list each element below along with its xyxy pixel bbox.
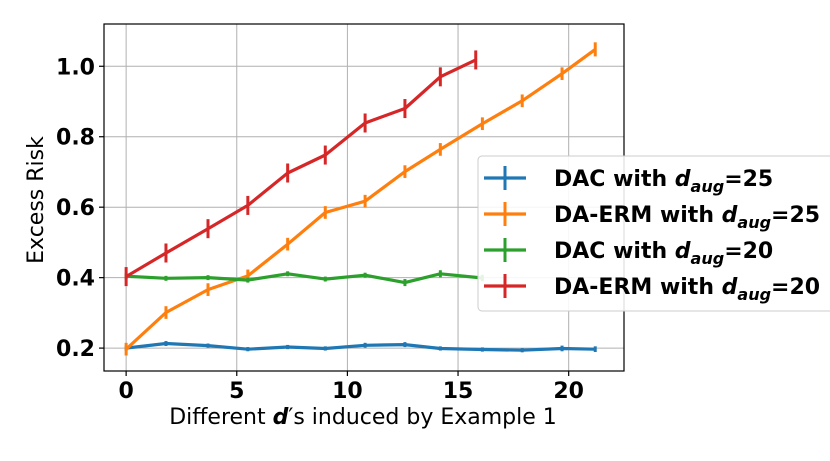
- x-axis-label-var: d: [273, 405, 289, 430]
- legend-box: [477, 155, 830, 312]
- y-tick-label: 0.8: [56, 126, 95, 151]
- legend-label: DA-ERM with daug=25: [554, 203, 820, 232]
- legend-label-var: d: [722, 275, 738, 300]
- y-tick-label: 0.4: [56, 267, 95, 292]
- legend-label-var: d: [675, 167, 691, 192]
- series-4: [124, 50, 478, 287]
- legend-label-suffix: =25: [724, 167, 773, 192]
- y-tick-label: 0.6: [56, 196, 95, 221]
- legend-label-suffix: =25: [771, 203, 820, 228]
- x-tick-label: 20: [553, 379, 584, 404]
- legend-label: DAC with daug=25: [554, 167, 773, 196]
- legend-label: DAC with daug=20: [554, 239, 773, 268]
- legend-label-subscript: aug: [691, 177, 725, 196]
- x-tick-label: 10: [332, 379, 363, 404]
- legend-label-suffix: =20: [771, 275, 820, 300]
- x-tick-label: 0: [118, 379, 133, 404]
- legend-label-var: d: [675, 239, 691, 264]
- legend-label-subscript: aug: [691, 249, 725, 268]
- legend-label-prefix: DAC with: [554, 239, 675, 264]
- x-tick-label: 5: [229, 379, 244, 404]
- legend-label-suffix: =20: [724, 239, 773, 264]
- series-line: [125, 58, 477, 278]
- x-axis-label: Different d′s induced by Example 1: [169, 405, 557, 430]
- legend-label-subscript: aug: [737, 285, 771, 304]
- x-tick-label: 15: [443, 379, 474, 404]
- legend-label-prefix: DAC with: [554, 167, 675, 192]
- series-1: [124, 341, 597, 353]
- series-line: [125, 341, 596, 352]
- y-axis-label: Excess Risk: [24, 136, 49, 264]
- legend-label-prefix: DA-ERM with: [554, 275, 722, 300]
- x-axis-label-suffix: ′s induced by Example 1: [288, 405, 556, 430]
- y-tick-label: 1.0: [56, 55, 95, 80]
- series-3: [124, 270, 484, 287]
- x-axis-ticks: 0 5 10 15 20: [118, 371, 584, 404]
- legend-label-var: d: [722, 203, 738, 228]
- x-axis-label-prefix: Different: [169, 405, 272, 430]
- legend-label: DA-ERM with daug=20: [554, 275, 820, 304]
- legend-label-prefix: DA-ERM with: [554, 203, 722, 228]
- series-layer: [124, 42, 597, 356]
- y-axis-ticks: 0.2 0.4 0.6 0.8 1.0: [56, 55, 104, 362]
- legend-label-subscript: aug: [737, 213, 771, 232]
- series-line: [126, 272, 483, 285]
- y-tick-label: 0.2: [56, 337, 95, 362]
